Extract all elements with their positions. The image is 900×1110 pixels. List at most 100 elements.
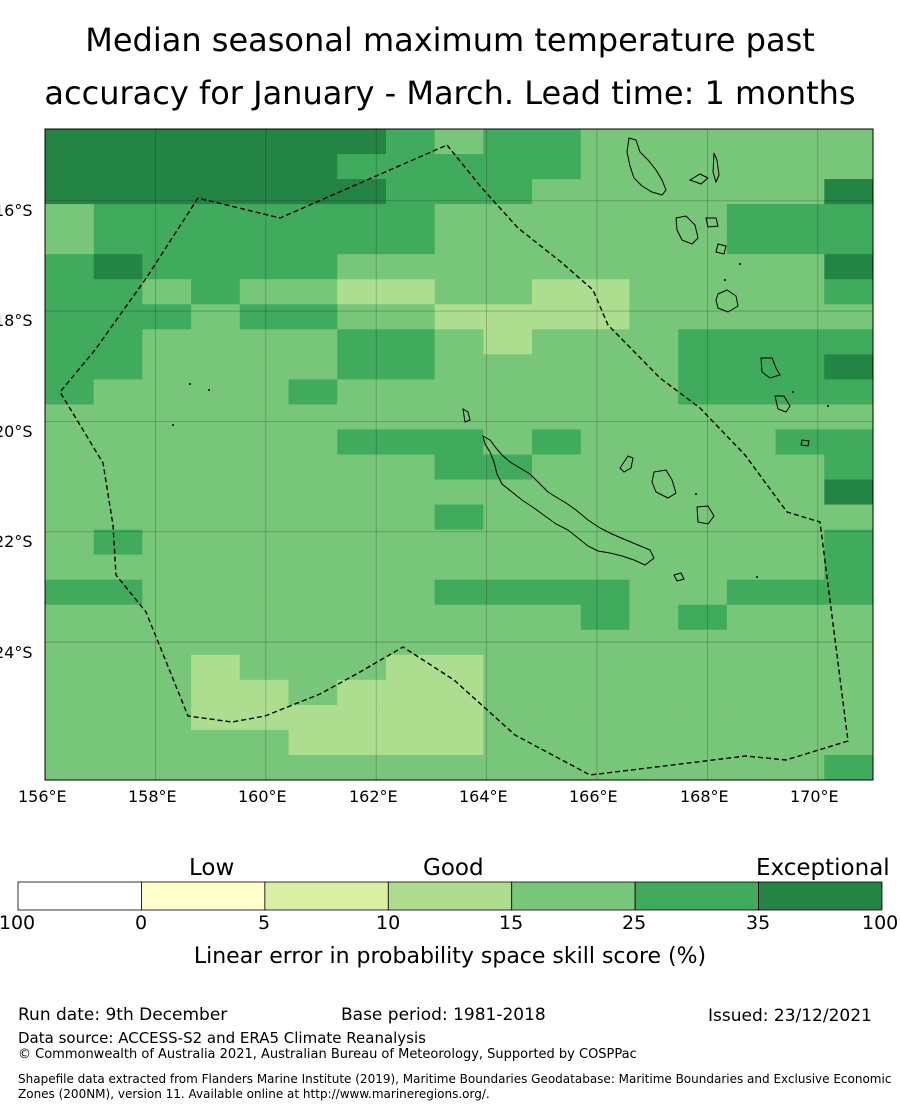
skill-cell [580,329,631,355]
skill-cell [580,704,631,731]
skill-cell [239,154,290,180]
skill-cell [385,404,436,431]
skill-cell [775,554,825,581]
skill-cell [45,754,95,780]
skill-cell [385,604,436,631]
skill-cell [532,304,582,330]
skill-cell [45,454,95,481]
skill-cell [288,454,338,481]
skill-cell [678,204,728,230]
skill-cell [142,679,192,706]
skill-cell [483,579,533,606]
skill-cell [434,154,484,180]
skill-cell [824,454,873,481]
skill-cell [580,179,631,205]
skill-cell [191,579,241,606]
islet [739,263,741,265]
skill-cell [337,704,387,731]
skill-cell [629,304,679,330]
skill-cell [45,504,95,531]
ambrym-coast [705,217,719,228]
skill-cell [288,679,338,706]
skill-cell [629,354,679,380]
skill-cell [678,329,728,355]
skill-cell [239,754,290,780]
skill-cell [385,154,436,180]
skill-cell [434,354,484,380]
skill-cell [824,429,873,456]
skill-cell [45,204,95,230]
skill-cell [434,454,484,481]
skill-cell [629,479,679,506]
skill-cell [726,204,777,230]
skill-cell [288,329,338,355]
skill-cell [93,554,144,581]
skill-cell [775,454,825,481]
skill-cell [45,229,95,255]
skill-cell [824,529,873,556]
lon-tick-168: 168°E [680,787,729,806]
skill-cell [775,229,825,255]
skill-cell [678,529,728,556]
skill-cell [726,504,777,531]
skill-cell [580,429,631,456]
skill-cell [239,654,290,681]
skill-cell [45,279,95,305]
skill-cell [824,354,873,380]
skill-cell [726,129,777,155]
skill-cell [434,554,484,581]
skill-cell [726,654,777,681]
skill-cell [288,654,338,681]
cb-tick-label: -100 [0,912,36,934]
espiritu-santo-coast [626,137,667,196]
skill-cell [142,629,192,656]
skill-cell [629,579,679,606]
skill-cell [726,529,777,556]
skill-cell [45,579,95,606]
skill-cell [93,754,144,780]
skill-cell [93,404,144,431]
skill-cell [93,504,144,531]
skill-cell [775,404,825,431]
skill-cell [483,329,533,355]
skill-cell [288,354,338,380]
skill-cell [678,554,728,581]
skill-cell [239,354,290,380]
skill-cell [337,354,387,380]
skill-cell [239,179,290,205]
skill-cell [629,404,679,431]
cb-tick-label: 35 [746,912,771,934]
run-date: Run date: 9th December [18,1005,228,1025]
category-low: Low [189,855,235,881]
skill-cell [726,254,777,280]
skill-cell [678,504,728,531]
skill-cell [45,254,95,280]
skill-cell [726,304,777,330]
skill-cell [483,229,533,255]
malekula-coast [675,215,699,245]
skill-cell [726,554,777,581]
skill-cell [726,579,777,606]
skill-cell [45,329,95,355]
skill-cell [93,529,144,556]
skill-cell [580,229,631,255]
skill-cell [483,604,533,631]
skill-cell [678,129,728,155]
skill-cell [191,404,241,431]
skill-cell [532,204,582,230]
skill-cell [824,479,873,506]
skill-cell [239,604,290,631]
skill-cell [824,754,873,780]
skill-cell [580,279,631,305]
title-line-2: accuracy for January - March. Lead time:… [44,74,856,112]
skill-cell [45,604,95,631]
skill-cell [288,379,338,406]
skill-cell [45,679,95,706]
efate-coast [715,289,739,313]
skill-cell [142,379,192,406]
skill-cell [532,279,582,305]
title-line-1: Median seasonal maximum temperature past [85,21,815,59]
skill-cell [483,179,533,205]
skill-cell [385,129,436,155]
category-exceptional: Exceptional [756,855,890,881]
